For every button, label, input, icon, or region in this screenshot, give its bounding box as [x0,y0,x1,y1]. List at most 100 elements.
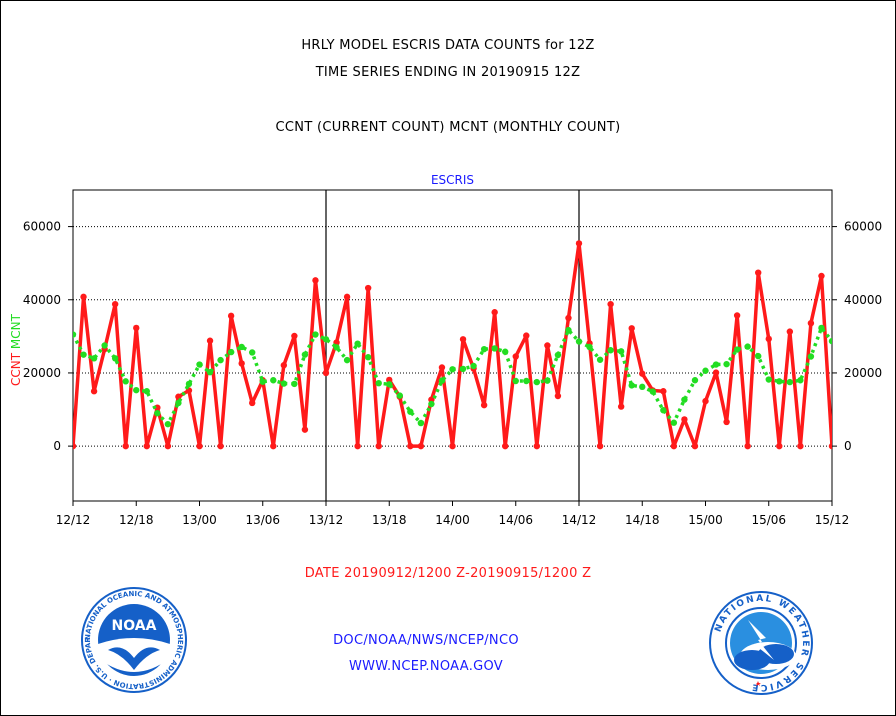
data-point-ccnt [122,442,129,450]
data-point-ccnt [839,243,845,249]
data-point-ccnt [238,360,245,367]
data-point-ccnt [670,442,678,450]
data-point-mcnt [80,351,87,358]
data-point-ccnt [270,442,277,450]
data-point-mcnt [143,388,150,395]
data-point-mcnt [333,344,340,351]
data-point-mcnt [755,352,762,360]
chart-title-line2: TIME SERIES ENDING IN 20190915 12Z [315,65,581,80]
chart-title-line1: HRLY MODEL ESCRIS DATA COUNTS for 12Z [301,38,595,53]
data-point-ccnt [575,240,583,247]
data-point-mcnt [217,356,224,364]
data-point-mcnt [133,386,140,394]
x-tick-label: 12/12 [56,513,91,527]
footer-org: DOC/NOAA/NWS/NCEP/NCO [333,633,519,648]
x-tick-label: 15/00 [688,513,723,527]
plot-area [72,189,833,502]
data-point-mcnt [73,331,77,338]
data-point-ccnt [681,416,688,423]
nws-logo[interactable]: NATIONAL WEATHER SERVICE [708,590,814,696]
data-point-ccnt [291,332,298,340]
data-point-mcnt [227,348,235,356]
data-point-mcnt [122,378,129,385]
data-point-mcnt [196,361,203,368]
data-point-mcnt [617,348,625,355]
data-point-mcnt [502,348,509,355]
data-point-mcnt [797,377,804,384]
y-tick-label-left: 40000 [23,293,61,307]
data-point-mcnt [491,345,498,352]
data-point-mcnt [628,382,635,389]
data-point-ccnt [797,442,804,450]
data-point-ccnt [733,312,741,319]
x-tick-label: 14/12 [562,513,597,527]
y-tick-label-left: 60000 [23,220,61,234]
noaa-logo-text: NOAA [112,618,157,634]
data-point-ccnt [459,336,467,343]
data-point-mcnt [280,380,288,387]
series-mcnt [73,324,832,428]
data-point-ccnt [712,369,720,376]
data-point-mcnt [480,345,488,353]
data-point-ccnt [639,370,646,377]
data-point-mcnt [164,420,172,428]
data-point-mcnt [776,378,783,385]
data-point-mcnt [596,356,604,363]
y-tick-label-right: 60000 [844,220,882,234]
series-line-ccnt [73,241,832,448]
data-point-mcnt [470,362,477,370]
data-point-ccnt [786,328,794,335]
data-point-mcnt [354,340,361,347]
data-point-ccnt [90,388,98,395]
data-point-ccnt [417,442,425,450]
data-point-mcnt [681,396,688,403]
data-point-ccnt [554,392,562,400]
data-point-ccnt [565,314,572,322]
data-point-ccnt [301,426,309,433]
data-point-mcnt [312,331,319,338]
date-range-label: DATE 20190912/1200 Z-20190915/1200 Z [304,566,592,581]
data-point-mcnt [533,378,541,386]
data-point-mcnt [238,343,245,351]
data-point-ccnt [491,309,498,316]
data-point-ccnt [502,442,509,450]
data-point-mcnt [828,337,832,345]
data-point-ccnt [386,376,393,384]
data-point-mcnt [438,377,446,384]
data-point-ccnt [322,369,330,377]
footer-url[interactable]: WWW.NCEP.NOAA.GOV [348,659,504,674]
data-point-ccnt [776,442,783,450]
data-point-ccnt [133,324,140,332]
noaa-logo[interactable]: NATIONAL OCEANIC AND ATMOSPHERIC ADMINIS… [80,586,188,694]
data-point-ccnt [660,388,667,395]
y-tick-label-left: 20000 [23,366,61,380]
data-point-mcnt [670,419,678,426]
data-point-mcnt [185,380,193,388]
y-axis-label-ccnt: CCNT [9,349,23,386]
y-tick-label-left: 0 [53,439,61,453]
data-point-mcnt [807,353,815,360]
data-point-mcnt [660,407,667,414]
y-axis-label-mcnt: MCNT [9,313,23,349]
data-point-mcnt [765,376,772,383]
data-point-mcnt [554,351,562,359]
x-tick-label: 14/00 [435,513,470,527]
data-point-ccnt [723,418,730,426]
data-point-ccnt [428,396,435,403]
data-point-ccnt [312,277,319,284]
data-point-ccnt [607,300,614,308]
data-point-ccnt [744,442,751,450]
data-point-ccnt [818,272,825,280]
data-point-ccnt [164,442,172,450]
data-point-mcnt [649,388,656,395]
data-point-mcnt [101,342,108,349]
data-point-ccnt [691,442,699,450]
x-tick-label: 13/12 [309,513,344,527]
data-point-ccnt [364,284,372,292]
y-tick-label-right: 0 [844,439,852,453]
data-point-ccnt [143,442,150,450]
data-point-ccnt [755,269,762,276]
data-point-ccnt [206,337,214,344]
data-point-ccnt [702,397,709,405]
data-point-mcnt [733,346,741,353]
